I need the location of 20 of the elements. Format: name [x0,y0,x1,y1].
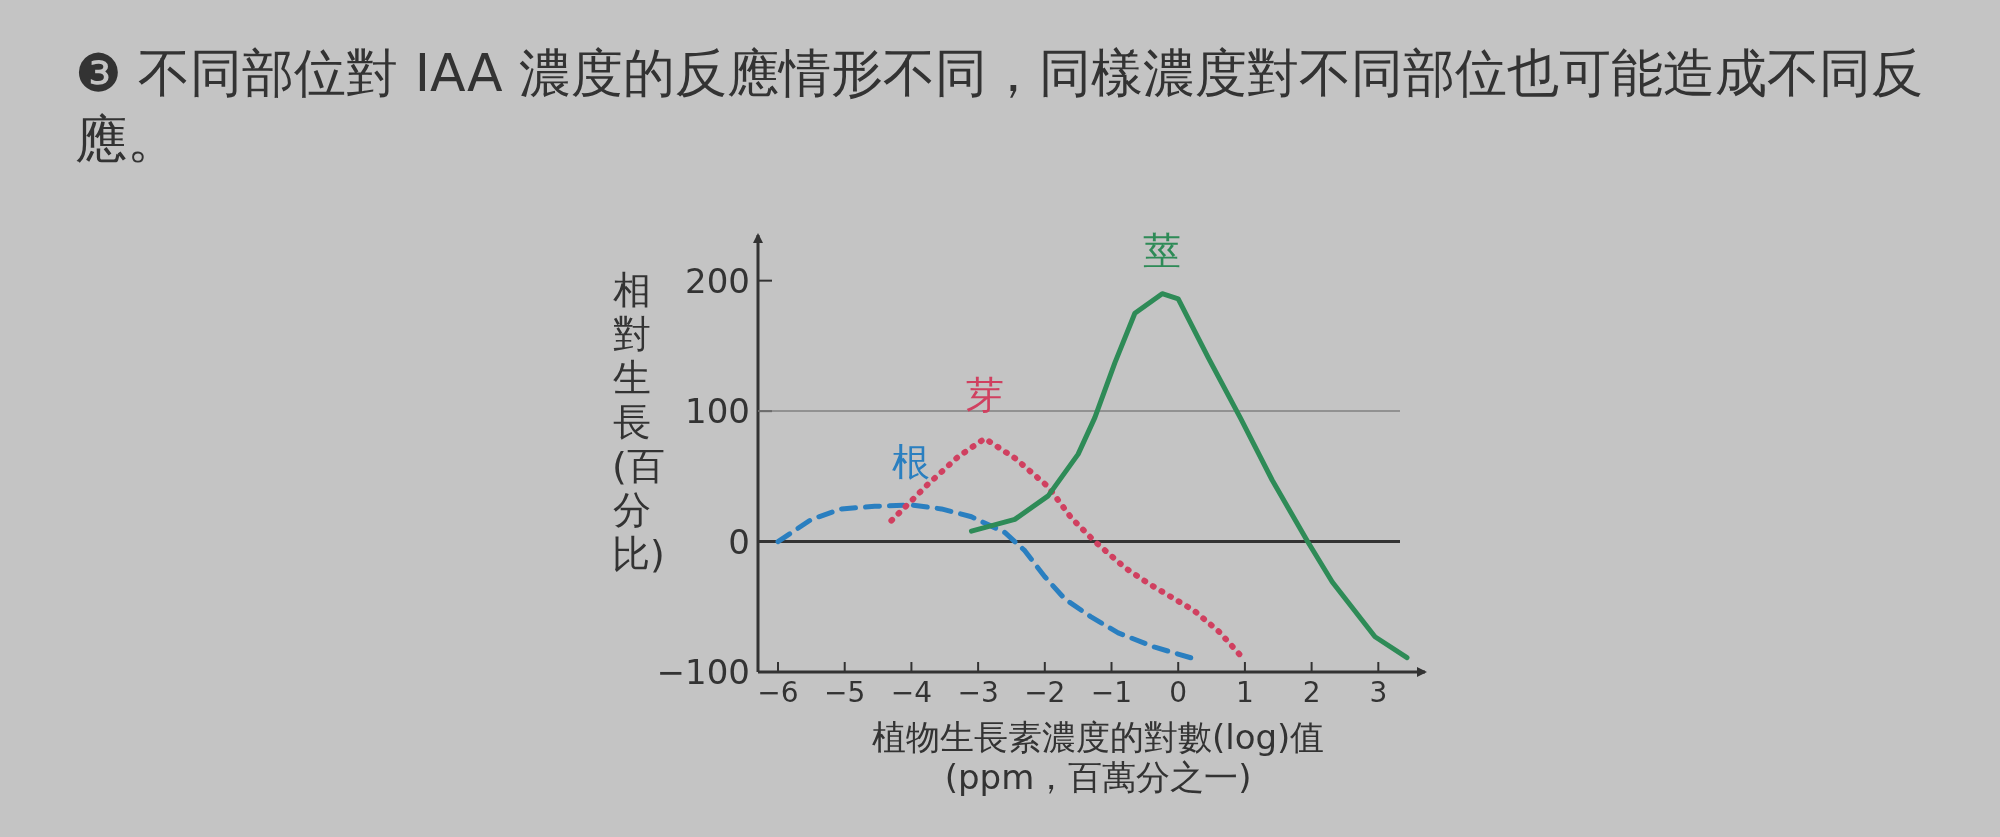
x-tick-label: −4 [890,676,933,709]
x-tick-label: −5 [824,676,866,709]
x-axis-title: 植物生長素濃度的對數(log)值 (ppm，百萬分之一) [870,717,1326,797]
x-tick-label: −6 [757,676,799,709]
series-label: 莖 [1143,228,1182,273]
y-tick-label: 100 [685,391,750,432]
x-tick-label: 3 [1369,676,1388,709]
chart-title: ❸ 不同部位對 IAA 濃度的反應情形不同，同樣濃度對不同部位也可能造成不同反應。 [75,42,1925,171]
x-tick-label: −2 [1024,676,1066,709]
x-tick-label: 2 [1302,676,1321,709]
y-axis-title: 相對生長(百分比) [612,268,665,576]
series-label: 根 [892,440,931,485]
y-tick-label: 0 [728,521,750,562]
x-tick-label: 1 [1236,676,1254,709]
series-label: 芽 [965,373,1004,418]
y-tick-label: 200 [685,260,750,301]
x-tick-label: 0 [1169,676,1188,709]
x-tick-label: −3 [957,676,999,709]
y-tick-label: −100 [656,652,750,692]
x-tick-label: −1 [1090,676,1133,709]
